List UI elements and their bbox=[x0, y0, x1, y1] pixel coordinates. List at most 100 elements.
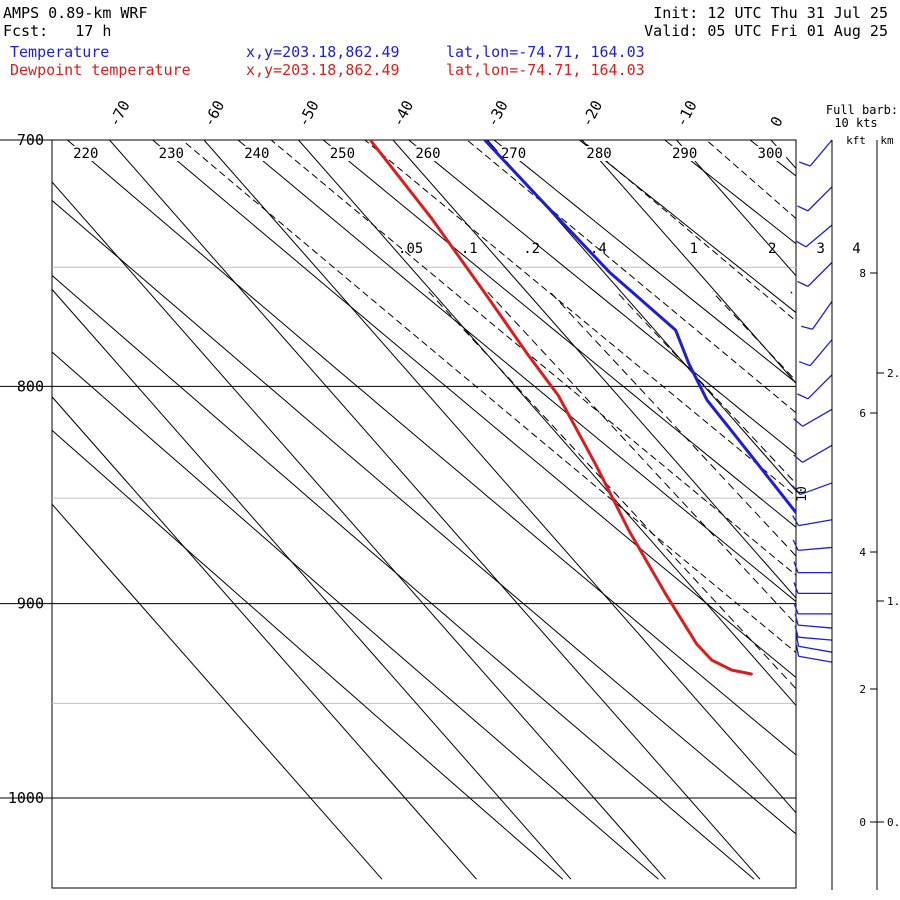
mixing-ratio-label: .4 bbox=[590, 241, 607, 257]
mixing-ratio-line bbox=[549, 291, 796, 557]
dewpoint-latlon: lat,lon=-74.71, 164.03 bbox=[446, 61, 645, 79]
theta-label: 230 bbox=[159, 146, 184, 162]
dewpoint-profile bbox=[368, 140, 753, 676]
dewpoint-xy: x,y=203.18,862.49 bbox=[246, 61, 400, 79]
mixing-ratio-line bbox=[616, 291, 796, 485]
isotherm-line bbox=[52, 503, 383, 880]
theta-label-bg bbox=[754, 146, 787, 161]
wind-barb-feather bbox=[793, 582, 799, 594]
barb-legend-value: 10 kts bbox=[834, 116, 877, 130]
moist-adiabat bbox=[832, 140, 900, 879]
isotherm-line bbox=[203, 140, 796, 814]
dry-adiabat bbox=[52, 199, 796, 835]
wind-barb-feather bbox=[801, 325, 813, 330]
isotherm-label: -70 bbox=[105, 98, 134, 130]
dry-adiabat bbox=[237, 140, 796, 603]
pressure-tick-800: 800 bbox=[17, 377, 44, 395]
wind-barb bbox=[795, 224, 833, 248]
wind-barb-feather bbox=[792, 539, 799, 551]
theta-label: 220 bbox=[73, 146, 98, 162]
mixing-ratio-label: 4 bbox=[852, 241, 860, 257]
moist-adiabat bbox=[270, 140, 796, 576]
isotherm-line bbox=[581, 140, 796, 384]
theta-label-bg bbox=[411, 146, 444, 161]
isotherm-label: -40 bbox=[389, 98, 418, 130]
wind-barb-feather bbox=[797, 280, 809, 287]
wind-axis-label: 10 bbox=[795, 486, 810, 502]
wind-barb-feather bbox=[795, 634, 800, 647]
wind-barb bbox=[798, 339, 833, 367]
wind-barb-feather bbox=[792, 515, 800, 526]
isotherm-label: -10 bbox=[672, 98, 701, 130]
wind-barb bbox=[795, 644, 833, 663]
wind-barb-feather bbox=[792, 485, 801, 495]
wind-barb bbox=[797, 374, 833, 400]
wind-barb bbox=[795, 634, 833, 653]
wind-barb-shaft bbox=[798, 519, 833, 527]
dry-adiabat bbox=[52, 274, 755, 880]
theta-label: 280 bbox=[586, 146, 611, 162]
dry-adiabat bbox=[52, 351, 659, 880]
isotherm-line bbox=[770, 140, 796, 170]
wind-barb-shaft bbox=[809, 339, 833, 367]
mixing-ratio-line bbox=[790, 291, 796, 299]
temperature-profile bbox=[483, 140, 796, 516]
wind-barb bbox=[792, 515, 833, 527]
theta-label-bg bbox=[497, 146, 530, 161]
wind-barb-shaft bbox=[809, 139, 833, 167]
wind-barb bbox=[794, 625, 833, 641]
wind-barb-feather bbox=[795, 644, 800, 657]
dry-adiabat bbox=[66, 140, 796, 756]
init-time: Init: 12 UTC Thu 31 Jul 25 bbox=[653, 4, 888, 22]
mixing-ratio-line bbox=[711, 291, 796, 382]
wind-barb bbox=[801, 301, 833, 330]
dry-adiabat bbox=[322, 140, 796, 528]
isotherm-line bbox=[52, 181, 666, 880]
dry-adiabat bbox=[52, 429, 564, 880]
isotherm-label: -50 bbox=[294, 98, 323, 130]
forecast-hour: Fcst: 17 h bbox=[3, 22, 112, 40]
theta-label: 300 bbox=[758, 146, 783, 162]
pressure-tick-1000: 1000 bbox=[8, 789, 44, 807]
wind-barb-shaft bbox=[811, 301, 833, 330]
model-title: AMPS 0.89-km WRF bbox=[3, 4, 148, 22]
wind-barb-shaft bbox=[807, 374, 833, 400]
kft-label: 4 bbox=[859, 546, 866, 559]
wind-barb bbox=[793, 582, 832, 595]
dry-adiabat bbox=[408, 140, 796, 456]
isotherm-label: -20 bbox=[578, 98, 607, 130]
kft-label: 8 bbox=[859, 267, 866, 280]
isotherm-line bbox=[866, 140, 900, 879]
wind-barb-shaft bbox=[798, 655, 833, 663]
wind-barb-shaft bbox=[798, 624, 833, 629]
theta-label: 250 bbox=[330, 146, 355, 162]
dry-adiabat bbox=[835, 140, 900, 879]
moist-adiabat bbox=[705, 140, 796, 220]
kft-label: 2 bbox=[859, 683, 866, 696]
wind-barb bbox=[794, 613, 833, 629]
wind-barb-shaft bbox=[807, 261, 833, 287]
mixing-ratio-label: 3 bbox=[817, 241, 825, 257]
wind-barb-shaft bbox=[802, 408, 833, 427]
isotherm-line bbox=[487, 140, 796, 492]
theta-label: 270 bbox=[501, 146, 526, 162]
km-label: 0. bbox=[887, 816, 900, 829]
wind-barb-shaft bbox=[807, 186, 833, 212]
wind-barb-feather bbox=[793, 418, 803, 427]
isotherm-label: 0 bbox=[767, 113, 787, 129]
wind-barb bbox=[797, 186, 833, 212]
plot-frame bbox=[51, 139, 797, 889]
wind-barb-feather bbox=[798, 161, 811, 167]
valid-time: Valid: 05 UTC Fri 01 Aug 25 bbox=[644, 22, 888, 40]
kft-label: 6 bbox=[859, 407, 866, 420]
pressure-tick-700: 700 bbox=[17, 131, 44, 149]
km-label: 2. bbox=[887, 367, 900, 380]
legend-temperature: Temperature bbox=[10, 43, 110, 61]
wind-barb bbox=[793, 602, 832, 615]
wind-barb-shaft bbox=[798, 645, 833, 653]
km-label: 1. bbox=[887, 595, 900, 608]
wind-barb-feather bbox=[793, 602, 799, 615]
isotherm-label: -60 bbox=[200, 98, 229, 130]
theta-label: 260 bbox=[415, 146, 440, 162]
